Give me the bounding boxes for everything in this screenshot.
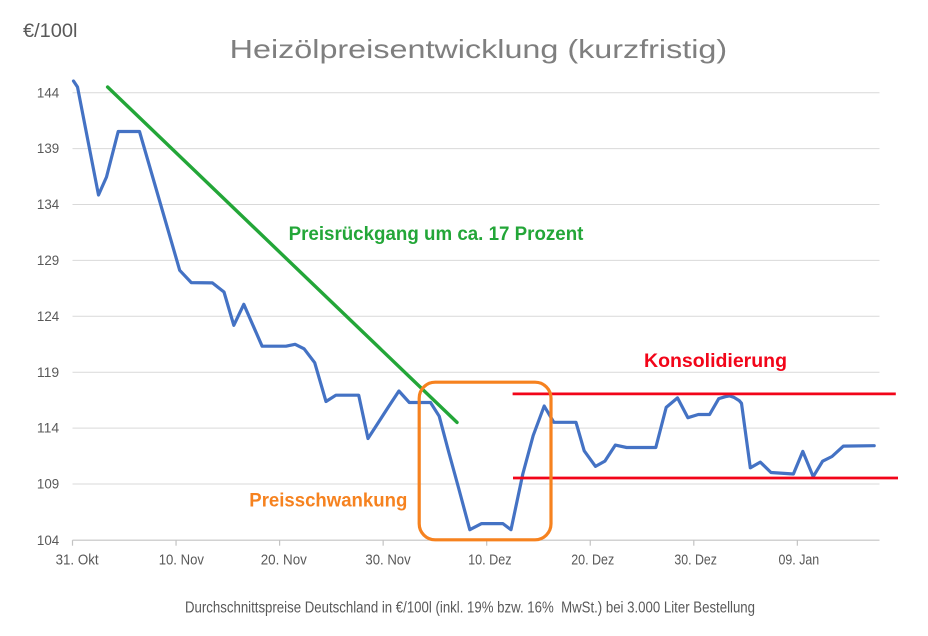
svg-text:10. Nov: 10. Nov [159,552,205,569]
svg-text:134: 134 [37,197,60,212]
svg-text:30. Nov: 30. Nov [365,552,411,569]
svg-text:119: 119 [37,365,59,380]
svg-text:31. Okt: 31. Okt [56,552,100,569]
svg-text:Konsolidierung: Konsolidierung [644,351,787,372]
svg-text:Heizölpreisentwicklung (kurzfr: Heizölpreisentwicklung (kurzfristig) [230,34,728,64]
svg-text:Durchschnittspreise Deutschlan: Durchschnittspreise Deutschland in €/100… [185,600,755,617]
svg-text:20. Dez: 20. Dez [571,552,614,569]
svg-text:09. Jan: 09. Jan [779,552,820,569]
svg-text:104: 104 [37,533,60,548]
svg-text:144: 144 [37,85,60,100]
svg-text:10. Dez: 10. Dez [468,552,511,569]
svg-text:30. Dez: 30. Dez [674,552,717,569]
svg-text:139: 139 [37,141,59,156]
svg-text:129: 129 [37,253,59,268]
svg-text:114: 114 [37,421,60,436]
svg-text:20. Nov: 20. Nov [261,552,308,569]
svg-text:124: 124 [37,309,60,324]
svg-text:€/100l: €/100l [23,21,78,42]
svg-text:Preisrückgang um ca. 17 Prozen: Preisrückgang um ca. 17 Prozent [289,224,584,245]
svg-text:Preisschwankung: Preisschwankung [249,491,407,512]
svg-text:109: 109 [37,477,59,492]
